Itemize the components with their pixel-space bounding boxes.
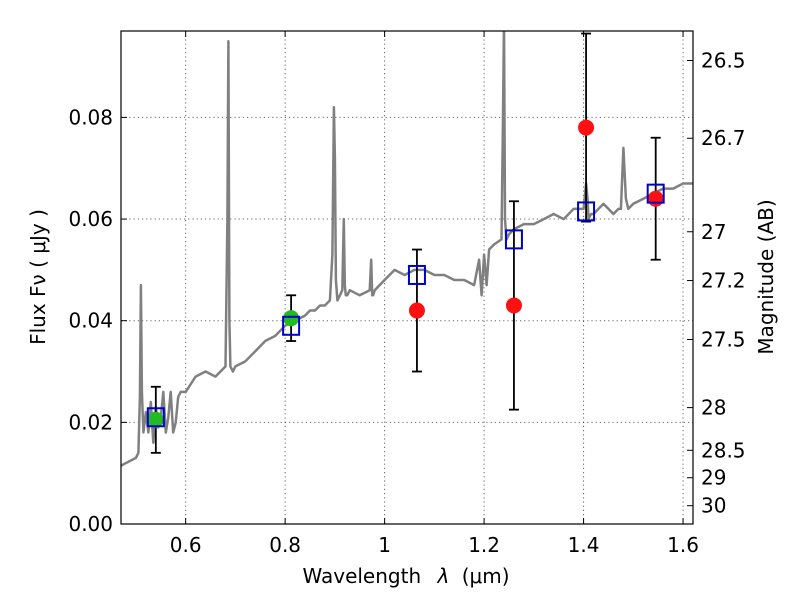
magnitude-tick-label: 27 — [701, 220, 726, 244]
model-photometry-square — [646, 183, 665, 204]
observed-green-point — [283, 310, 300, 327]
model-photometry-square — [282, 315, 301, 336]
x-tick-label: 0.6 — [170, 533, 202, 557]
model-photometry-square — [504, 229, 523, 250]
magnitude-tick-label: 28 — [701, 396, 726, 420]
magnitude-tick-label: 26.7 — [701, 126, 746, 150]
y-tick-label: 0.00 — [68, 512, 113, 536]
spectrum-line — [121, 31, 693, 467]
magnitude-tick-label: 30 — [701, 494, 726, 518]
magnitude-tick-label: 26.5 — [701, 48, 746, 72]
magnitude-tick-label: 29 — [701, 466, 726, 490]
magnitude-tick-label: 27.5 — [701, 328, 746, 352]
x-axis-label-var: λ — [437, 564, 450, 588]
observed-red-point — [408, 302, 425, 319]
x-tick-label: 1.2 — [468, 533, 500, 557]
magnitude-axis-ticks: 26.5 26.7 27 27.2 27.5 28 28.5 29 30 — [687, 48, 746, 518]
y-tick-label: 0.08 — [68, 105, 113, 129]
y-tick-label: 0.06 — [68, 207, 113, 231]
observed-red-point — [578, 119, 595, 136]
plot-frame — [120, 30, 694, 525]
x-tick-label: 1.4 — [568, 533, 600, 557]
x-axis-ticks: 0.6 0.8 1 1.2 1.4 1.6 — [170, 31, 699, 557]
grid-lines — [121, 31, 693, 524]
y-tick-label: 0.04 — [68, 309, 113, 333]
model-photometry-square — [407, 264, 426, 285]
model-photometry-square — [146, 407, 165, 428]
magnitude-tick-label: 27.2 — [701, 269, 746, 293]
marker-layer — [146, 119, 665, 428]
x-tick-label: 0.8 — [269, 533, 301, 557]
y-tick-label: 0.02 — [68, 410, 113, 434]
y-axis-title: Flux Fν ( μJy ) — [26, 209, 50, 345]
magnitude-tick-label: 28.5 — [701, 438, 746, 462]
x-axis-label-main: Wavelength — [302, 564, 421, 588]
x-tick-label: 1.6 — [667, 533, 699, 557]
x-axis-title: Wavelength λ (μm) — [302, 564, 509, 588]
x-tick-label: 1 — [378, 533, 391, 557]
y-axis-ticks: 0.00 0.02 0.04 0.06 0.08 — [68, 105, 127, 536]
observed-red-point — [505, 297, 522, 314]
right-axis-title: Magnitude (AB) — [754, 199, 778, 354]
observed-green-point — [147, 411, 164, 428]
spectrum-layer — [121, 31, 693, 467]
x-axis-label-unit: (μm) — [462, 564, 510, 588]
model-photometry-square — [577, 201, 596, 222]
observed-red-point — [647, 190, 664, 207]
